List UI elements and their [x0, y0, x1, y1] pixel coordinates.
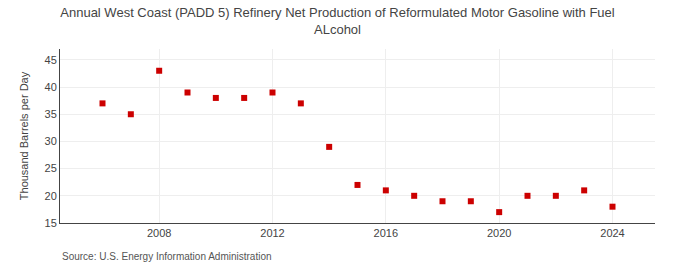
svg-text:40: 40: [45, 81, 57, 93]
svg-text:35: 35: [45, 108, 57, 120]
svg-text:30: 30: [45, 135, 57, 147]
svg-text:2008: 2008: [147, 227, 171, 239]
svg-text:2012: 2012: [260, 227, 284, 239]
svg-text:2016: 2016: [374, 227, 398, 239]
svg-text:45: 45: [45, 54, 57, 66]
svg-text:Thousand Barrels per Day: Thousand Barrels per Day: [18, 71, 30, 200]
svg-text:20: 20: [45, 190, 57, 202]
svg-text:25: 25: [45, 162, 57, 174]
svg-text:Source: U.S. Energy Informatio: Source: U.S. Energy Information Administ…: [62, 251, 272, 262]
svg-text:15: 15: [45, 217, 57, 229]
svg-text:2024: 2024: [600, 227, 624, 239]
svg-text:Annual West Coast (PADD 5) Ref: Annual West Coast (PADD 5) Refinery Net …: [60, 5, 615, 37]
svg-text:2020: 2020: [487, 227, 511, 239]
